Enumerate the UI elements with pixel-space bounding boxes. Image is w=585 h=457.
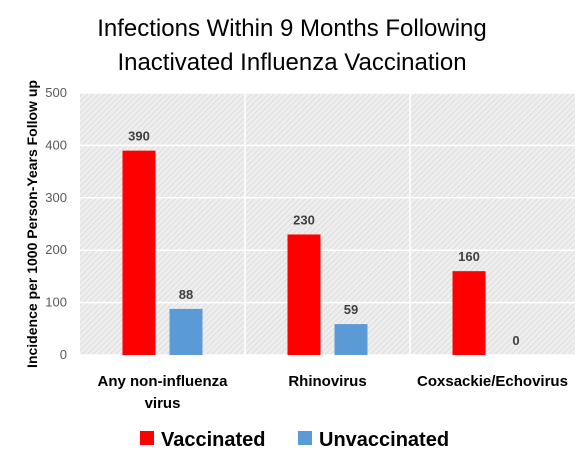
y-tick-label: 500 — [45, 85, 67, 100]
x-category-label: Any non-influenza — [98, 373, 229, 390]
chart-title: Infections Within 9 Months Following — [97, 15, 487, 42]
x-category-label: Rhinovirus — [288, 373, 366, 390]
data-label: 230 — [293, 212, 315, 227]
data-label: 160 — [458, 249, 480, 264]
data-label: 88 — [179, 287, 193, 302]
bar-unvaccinated — [169, 308, 203, 355]
y-tick-label: 300 — [45, 190, 67, 205]
x-category-label: virus — [145, 395, 181, 412]
legend-label: Vaccinated — [161, 429, 266, 451]
x-category-label: Coxsackie/Echovirus — [417, 373, 568, 390]
y-axis-label: Incidence per 1000 Person-Years Follow u… — [24, 80, 40, 368]
data-label: 59 — [344, 302, 358, 317]
y-tick-label: 400 — [45, 137, 67, 152]
y-tick-label: 0 — [60, 347, 67, 362]
data-label: 0 — [512, 333, 519, 348]
legend-swatch — [140, 431, 154, 445]
bar-vaccinated — [452, 271, 486, 355]
chart-title: Inactivated Influenza Vaccination — [117, 49, 466, 76]
bar-vaccinated — [122, 150, 156, 355]
legend-label: Unvaccinated — [319, 429, 449, 451]
plot-area — [80, 93, 575, 355]
bar-unvaccinated — [334, 324, 368, 355]
bar-vaccinated — [287, 234, 321, 355]
legend-swatch — [298, 431, 312, 445]
y-tick-label: 100 — [45, 295, 67, 310]
data-label: 390 — [128, 129, 150, 144]
y-tick-label: 200 — [45, 242, 67, 257]
